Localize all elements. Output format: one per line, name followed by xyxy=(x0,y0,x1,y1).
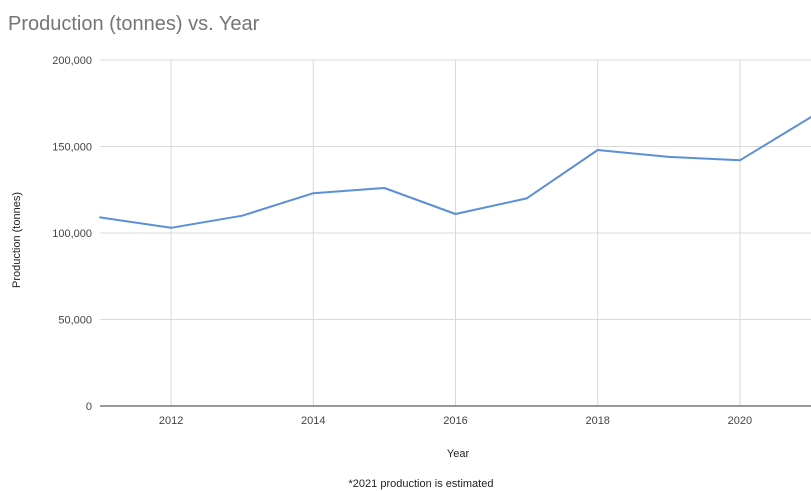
footnote: *2021 production is estimated xyxy=(349,478,494,490)
series-group xyxy=(99,116,811,229)
vertical-gridlines xyxy=(170,60,741,406)
x-tick-label: 2018 xyxy=(585,415,609,427)
y-tick-label: 200,000 xyxy=(52,55,92,67)
y-tick-label: 150,000 xyxy=(52,142,92,154)
y-tick-label: 50,000 xyxy=(58,315,92,327)
y-axis-title: Production (tonnes) xyxy=(11,192,23,288)
x-tick-label: 2014 xyxy=(301,415,325,427)
x-tick-label: 2020 xyxy=(728,415,752,427)
x-tick-label: 2016 xyxy=(443,415,467,427)
production-line xyxy=(99,116,811,229)
y-tick-label: 0 xyxy=(86,401,92,413)
x-axis-ticks: 2012 2014 2016 2018 2020 xyxy=(159,415,752,427)
x-tick-label: 2012 xyxy=(159,415,183,427)
y-tick-label: 100,000 xyxy=(52,228,92,240)
chart-title: Production (tonnes) vs. Year xyxy=(8,13,260,35)
y-axis-ticks: 0 50,000 100,000 150,000 200,000 xyxy=(52,55,92,413)
x-axis-title: Year xyxy=(447,448,470,460)
